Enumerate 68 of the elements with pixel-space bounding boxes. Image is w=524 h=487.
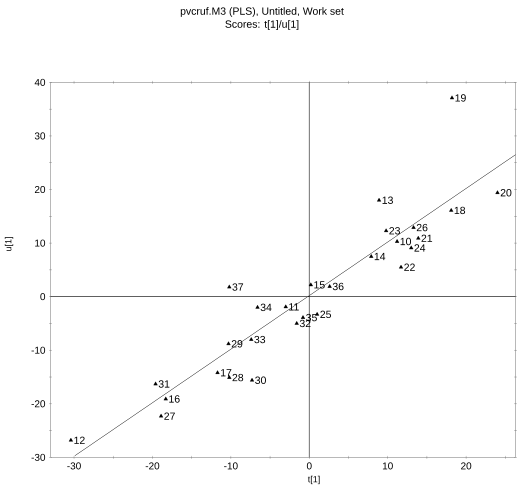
y-tick-label: -30 — [32, 454, 46, 461]
annotation: 16 — [169, 395, 180, 402]
point — [308, 282, 313, 286]
chart-subtitle: Scores: t[1]/u[1] — [225, 20, 298, 30]
annotation: 15 — [314, 281, 325, 288]
annotation: 37 — [232, 283, 244, 290]
y-tick-label: 10 — [35, 239, 46, 246]
annotation: 19 — [455, 94, 466, 102]
point — [395, 238, 400, 243]
point — [449, 208, 454, 212]
annotation: 27 — [164, 412, 175, 420]
point — [284, 304, 288, 308]
point — [68, 438, 73, 442]
annotation: 20 — [500, 188, 512, 196]
annotation: 21 — [422, 234, 432, 242]
x-tick-label: 0 — [306, 462, 312, 470]
x-tick-label: 20 — [461, 462, 472, 470]
point — [255, 304, 260, 308]
point — [416, 236, 420, 240]
point — [158, 413, 164, 418]
annotation: 28 — [232, 374, 244, 382]
y-tick-label: -20 — [32, 400, 46, 408]
x-tick-label: -20 — [146, 462, 160, 470]
point — [398, 264, 404, 268]
y-tick-label: 20 — [34, 186, 46, 193]
annotation: 36 — [332, 282, 344, 290]
y-tick-label: 0 — [40, 292, 46, 300]
annotation: 25 — [320, 310, 332, 318]
annotation: 10 — [400, 238, 412, 245]
point — [249, 336, 254, 341]
y-tick-label: 40 — [34, 78, 46, 86]
point — [215, 370, 220, 374]
point — [384, 228, 388, 232]
y-tick-label: 30 — [34, 132, 46, 140]
annotation: 34 — [260, 303, 272, 311]
x-tick-label: -10 — [224, 462, 238, 470]
point — [369, 254, 374, 258]
point — [409, 245, 414, 249]
point — [294, 320, 299, 325]
chart-title: pvcruf.M3 (PLS), Untitled, Work set — [180, 6, 344, 17]
x-axis-title: t[1] — [308, 476, 320, 484]
point — [495, 190, 500, 194]
annotation: 12 — [74, 436, 85, 444]
point — [328, 284, 332, 288]
annotation: 22 — [404, 263, 415, 271]
annotation: 31 — [158, 380, 170, 388]
annotation: 26 — [416, 224, 428, 232]
point — [300, 314, 306, 319]
point — [227, 284, 232, 288]
x-tick-label: 10 — [382, 462, 393, 470]
annotation: 23 — [389, 226, 400, 234]
annotation: 14 — [374, 252, 386, 260]
annotation: 13 — [382, 196, 393, 204]
x-tick-label: -30 — [67, 462, 81, 470]
y-tick-label: -10 — [32, 346, 46, 354]
point — [411, 224, 416, 229]
point — [450, 95, 454, 99]
y-axis-title: u[1] — [4, 236, 14, 251]
annotation: 18 — [454, 206, 466, 214]
point — [153, 381, 158, 386]
point — [376, 198, 382, 202]
annotation: 24 — [414, 244, 426, 252]
annotation: 33 — [254, 336, 266, 343]
annotation: 30 — [255, 376, 266, 384]
annotation: 17 — [221, 368, 232, 376]
point — [164, 396, 168, 400]
point — [250, 378, 254, 382]
point — [226, 341, 231, 345]
